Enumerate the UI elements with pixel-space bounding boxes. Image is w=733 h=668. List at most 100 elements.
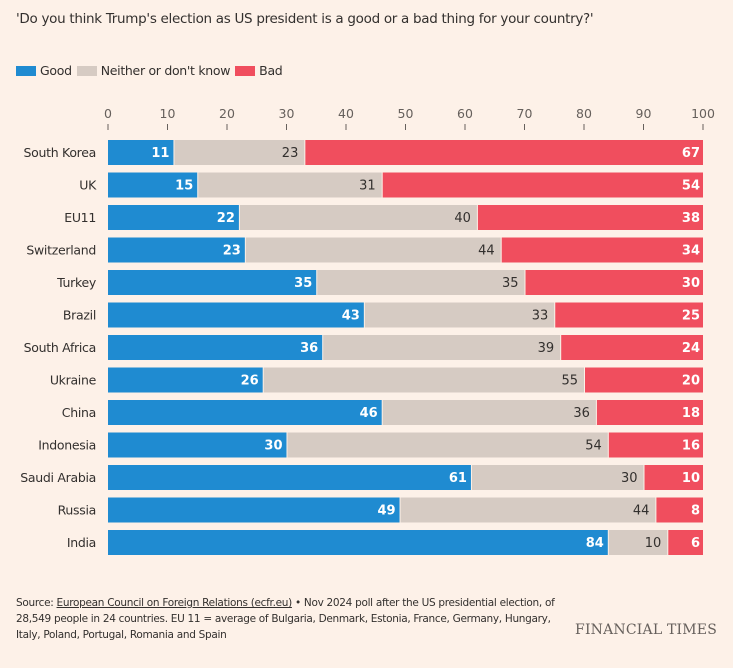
data-label-bad: 30 <box>682 276 700 291</box>
category-label: Indonesia <box>38 438 96 453</box>
bar-good <box>108 530 608 555</box>
data-label-good: 36 <box>300 341 318 356</box>
bar-good <box>108 497 400 523</box>
data-label-good: 84 <box>586 536 604 551</box>
data-label-bad: 8 <box>691 504 700 519</box>
bar-neither <box>174 140 305 165</box>
data-label-good: 35 <box>294 276 312 291</box>
category-label: South Korea <box>24 145 96 160</box>
bar-bad <box>501 237 703 263</box>
category-label: Russia <box>58 503 96 518</box>
bar-neither <box>287 432 608 458</box>
source-link[interactable]: European Council on Foreign Relations (e… <box>56 597 293 609</box>
x-tick-label: 90 <box>636 106 652 121</box>
category-label: Brazil <box>63 308 96 323</box>
data-label-good: 43 <box>342 309 360 324</box>
data-label-bad: 54 <box>682 179 700 194</box>
bar-good <box>108 465 471 490</box>
category-label: Saudi Arabia <box>20 470 96 485</box>
category-label: UK <box>79 178 97 193</box>
bar-good <box>108 335 323 360</box>
data-label-neither: 23 <box>282 146 299 161</box>
x-tick-label: 10 <box>160 106 176 121</box>
bar-good <box>108 237 245 263</box>
x-tick-label: 60 <box>457 106 473 121</box>
bar-good <box>108 400 382 425</box>
data-label-neither: 40 <box>454 211 471 226</box>
source-text: • Nov 2024 poll after the US presidentia… <box>16 597 555 641</box>
data-label-good: 11 <box>151 146 169 161</box>
x-tick-label: 70 <box>517 106 533 121</box>
data-label-bad: 25 <box>682 309 700 324</box>
bar-neither <box>382 400 596 425</box>
data-label-good: 26 <box>241 374 259 389</box>
data-label-good: 61 <box>449 471 467 486</box>
x-tick-label: 0 <box>104 106 112 121</box>
data-label-bad: 67 <box>682 146 700 161</box>
data-label-bad: 6 <box>691 536 700 551</box>
legend-label: Bad <box>259 63 283 78</box>
bar-bad <box>585 367 703 393</box>
legend-swatch-bad <box>235 65 256 76</box>
category-label: EU11 <box>64 210 96 225</box>
data-label-neither: 39 <box>538 341 555 356</box>
data-label-bad: 18 <box>682 406 700 421</box>
data-label-neither: 54 <box>585 439 602 454</box>
x-tick-label: 40 <box>338 106 354 121</box>
data-label-neither: 31 <box>359 179 376 194</box>
x-tick-label: 30 <box>279 106 295 121</box>
legend-item-good: Good <box>16 63 72 78</box>
bar-bad <box>525 270 703 295</box>
data-label-bad: 10 <box>682 471 700 486</box>
bar-bad <box>596 400 703 425</box>
data-label-neither: 33 <box>532 309 549 324</box>
category-label: Ukraine <box>50 373 97 388</box>
bar-neither <box>245 237 501 263</box>
bar-neither <box>323 335 561 360</box>
data-label-bad: 20 <box>682 374 700 389</box>
data-label-bad: 34 <box>682 244 700 259</box>
data-label-good: 46 <box>360 406 378 421</box>
bar-neither <box>364 302 555 328</box>
category-label: Switzerland <box>26 243 96 258</box>
data-label-neither: 36 <box>573 406 590 421</box>
data-label-good: 23 <box>223 244 241 259</box>
bar-good <box>108 432 287 458</box>
bar-good <box>108 270 317 295</box>
data-label-neither: 30 <box>621 471 638 486</box>
legend-swatch-good <box>16 65 36 76</box>
bar-bad <box>644 465 703 490</box>
legend-label: Good <box>40 63 72 78</box>
bar-neither <box>317 270 525 295</box>
data-label-neither: 10 <box>645 536 662 551</box>
bar-bad <box>668 530 703 555</box>
data-label-good: 15 <box>175 179 193 194</box>
data-label-bad: 24 <box>682 341 700 356</box>
bar-neither <box>608 530 668 555</box>
source-prefix: Source: <box>16 597 57 609</box>
bar-bad <box>477 205 703 230</box>
x-tick-label: 20 <box>219 106 235 121</box>
bar-bad <box>555 302 703 328</box>
category-label: Turkey <box>56 275 97 290</box>
bar-neither <box>239 205 477 230</box>
data-label-bad: 38 <box>682 211 700 226</box>
bar-bad <box>305 140 703 165</box>
bar-good <box>108 172 198 198</box>
bar-bad <box>656 497 703 523</box>
data-label-neither: 55 <box>561 374 578 389</box>
legend-label: Neither or don't know <box>100 63 231 78</box>
plot-area: 0 10 20 30 40 50 60 70 80 90 100 South Korea 11 23 67 U… <box>20 106 715 555</box>
legend-item-bad: Bad <box>235 63 283 78</box>
data-label-neither: 44 <box>478 244 495 259</box>
bar-bad <box>561 335 703 360</box>
data-label-neither: 35 <box>502 276 519 291</box>
chart-title: 'Do you think Trump's election as US pre… <box>16 11 594 27</box>
data-label-bad: 16 <box>682 439 700 454</box>
category-label: India <box>67 535 96 550</box>
bar-good <box>108 205 239 230</box>
data-label-neither: 44 <box>633 504 650 519</box>
source-note: Source: European Council on Foreign Rela… <box>16 595 556 643</box>
data-label-good: 22 <box>217 211 235 226</box>
